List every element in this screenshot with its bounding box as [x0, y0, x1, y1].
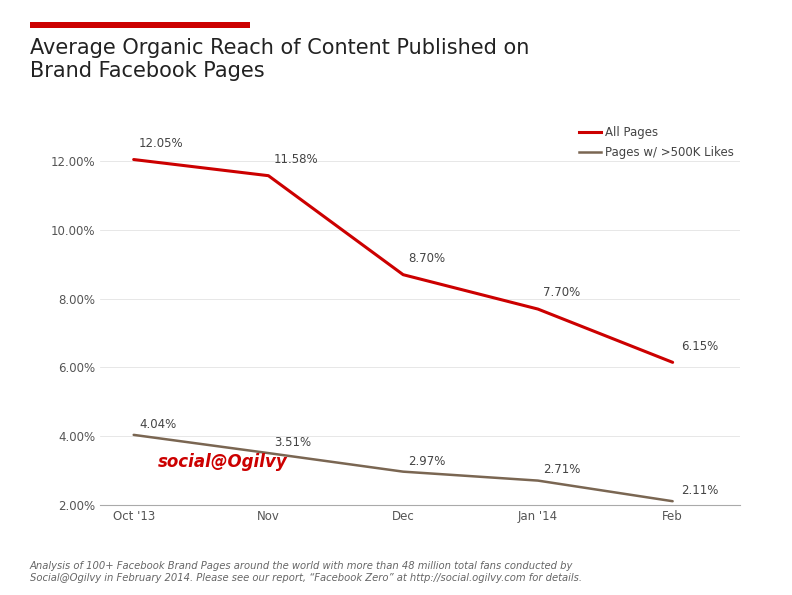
Text: 8.70%: 8.70%	[409, 252, 446, 265]
Text: 6.15%: 6.15%	[680, 340, 718, 353]
Text: 2.71%: 2.71%	[543, 464, 581, 477]
Text: 3.51%: 3.51%	[274, 436, 311, 449]
Text: Analysis of 100+ Facebook Brand Pages around the world with more than 48 million: Analysis of 100+ Facebook Brand Pages ar…	[30, 562, 582, 583]
Text: 12.05%: 12.05%	[139, 137, 184, 150]
Text: 2.97%: 2.97%	[409, 455, 446, 468]
Text: 2.11%: 2.11%	[680, 484, 718, 497]
Legend: All Pages, Pages w/ >500K Likes: All Pages, Pages w/ >500K Likes	[579, 126, 734, 159]
Text: 4.04%: 4.04%	[139, 418, 177, 431]
Text: 7.70%: 7.70%	[543, 286, 581, 299]
Text: Average Organic Reach of Content Published on
Brand Facebook Pages: Average Organic Reach of Content Publish…	[30, 38, 529, 81]
Text: social@Ogilvy: social@Ogilvy	[158, 453, 287, 471]
Text: 11.58%: 11.58%	[274, 153, 318, 166]
